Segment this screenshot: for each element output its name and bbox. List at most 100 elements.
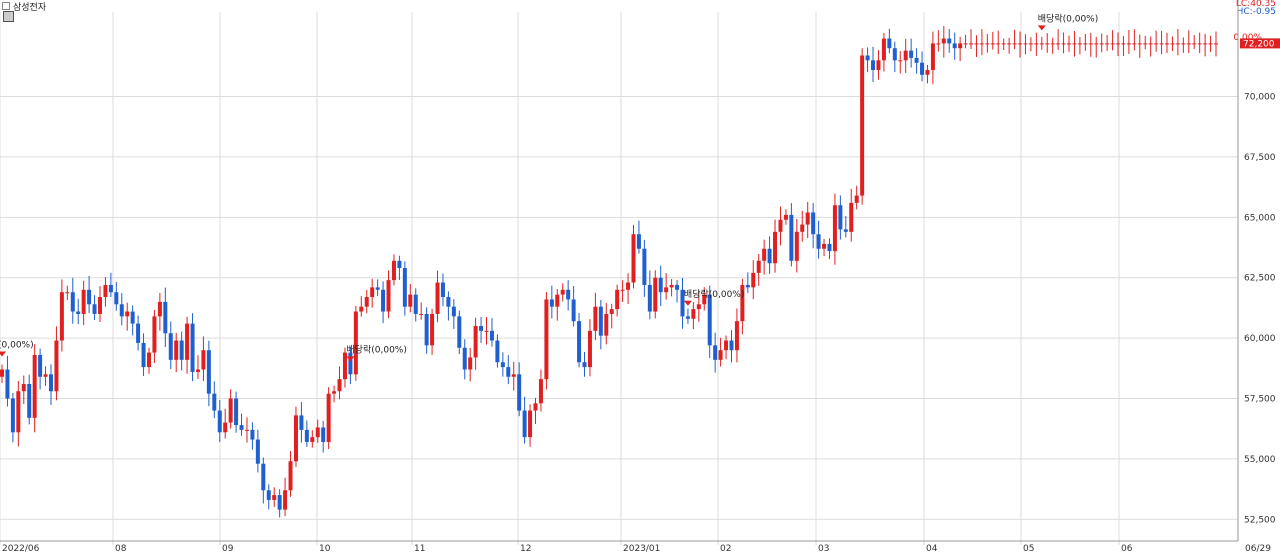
candle-body — [141, 342, 146, 368]
candle-body — [217, 410, 222, 433]
candle-body — [620, 289, 625, 291]
candle-body — [59, 292, 64, 341]
candle-body — [146, 352, 151, 368]
candle-body — [1023, 43, 1028, 45]
candle-body — [337, 379, 342, 392]
candle-body — [391, 260, 396, 281]
candle-body — [1007, 43, 1012, 45]
candle-body — [440, 282, 445, 298]
candle-body — [48, 374, 53, 392]
candle-body — [397, 260, 402, 269]
candle-body — [718, 350, 723, 360]
candle-body — [321, 427, 326, 442]
candle-body — [114, 292, 119, 305]
candle-body — [1012, 43, 1017, 45]
candle-body — [97, 297, 102, 314]
candle-body — [76, 311, 81, 314]
candle-body — [571, 299, 576, 322]
candle-body — [10, 398, 15, 433]
candle-body — [941, 38, 946, 44]
candle-body — [0, 369, 4, 377]
candle-body — [424, 313, 429, 346]
candle-body — [696, 304, 701, 310]
candle-body — [838, 205, 843, 230]
candle-body — [593, 306, 598, 331]
candle-body — [952, 43, 957, 49]
candle-body — [1208, 43, 1213, 45]
candle-body — [1028, 43, 1033, 45]
candle-body — [1083, 43, 1088, 45]
candle-body — [43, 374, 48, 377]
dividend-label: 배당락(0,00%) — [684, 288, 744, 300]
candle-body — [702, 294, 707, 305]
candle-body — [969, 43, 974, 45]
candle-body — [315, 427, 320, 438]
candle-body — [1034, 43, 1039, 45]
candle-body — [892, 48, 897, 61]
candle-body — [1148, 43, 1153, 45]
candle-body — [457, 316, 462, 348]
candle-body — [1077, 43, 1082, 45]
y-tick-label: 62,500 — [1244, 274, 1276, 284]
candle-body — [1137, 43, 1142, 45]
candle-body — [348, 352, 353, 375]
candle-body — [468, 357, 473, 370]
candle-body — [669, 284, 674, 288]
candle-body — [38, 355, 43, 377]
candle-body — [168, 333, 173, 360]
candle-body — [293, 415, 298, 462]
candle-body — [136, 323, 141, 343]
candle-body — [1088, 43, 1093, 45]
candle-body — [985, 43, 990, 45]
candle-body — [778, 219, 783, 232]
candle-body — [582, 362, 587, 368]
candle-body — [1197, 43, 1202, 45]
y-tick-label: 60,000 — [1244, 334, 1276, 344]
y-tick-label: 67,500 — [1244, 153, 1276, 163]
candle-body — [157, 301, 162, 317]
candle-body — [212, 393, 217, 411]
candle-body — [174, 340, 179, 360]
candle-body — [647, 284, 652, 312]
candle-body — [631, 234, 636, 283]
candle-body — [1110, 43, 1115, 45]
candle-body — [108, 284, 113, 293]
candle-body — [745, 284, 750, 288]
candle-body — [528, 410, 533, 438]
settings-icon[interactable] — [3, 11, 14, 22]
candle-body — [381, 289, 386, 312]
candle-body — [729, 340, 734, 351]
candle-body — [185, 323, 190, 360]
candle-body — [234, 398, 239, 426]
candle-body — [522, 410, 527, 438]
candle-body — [642, 248, 647, 285]
candle-body — [1181, 43, 1186, 45]
candle-body — [1186, 43, 1191, 45]
candle-body — [636, 234, 641, 249]
candle-body — [707, 294, 712, 346]
chart-title: 삼성전자 — [13, 2, 47, 13]
y-tick-label: 52,500 — [1244, 515, 1276, 525]
candle-body — [1159, 43, 1164, 45]
candle-body — [152, 316, 157, 353]
candle-body — [1165, 43, 1170, 45]
candle-body — [223, 422, 228, 433]
dividend-label: (0,00%) — [0, 340, 34, 350]
candle-body — [909, 50, 914, 58]
candle-body — [353, 311, 358, 375]
candle-body — [332, 391, 337, 394]
candle-body — [865, 55, 870, 61]
candle-body — [413, 294, 418, 314]
candle-body — [544, 299, 549, 380]
y-tick-label: 70,000 — [1244, 93, 1276, 103]
candle-body — [1105, 43, 1110, 45]
candle-body — [800, 224, 805, 232]
candle-body — [1116, 43, 1121, 45]
candle-body — [680, 289, 685, 317]
candle-body — [299, 415, 304, 430]
candle-body — [538, 379, 543, 404]
title-checkbox[interactable] — [2, 2, 10, 10]
candle-body — [811, 212, 816, 235]
candle-body — [489, 330, 494, 341]
candle-body — [310, 437, 315, 442]
